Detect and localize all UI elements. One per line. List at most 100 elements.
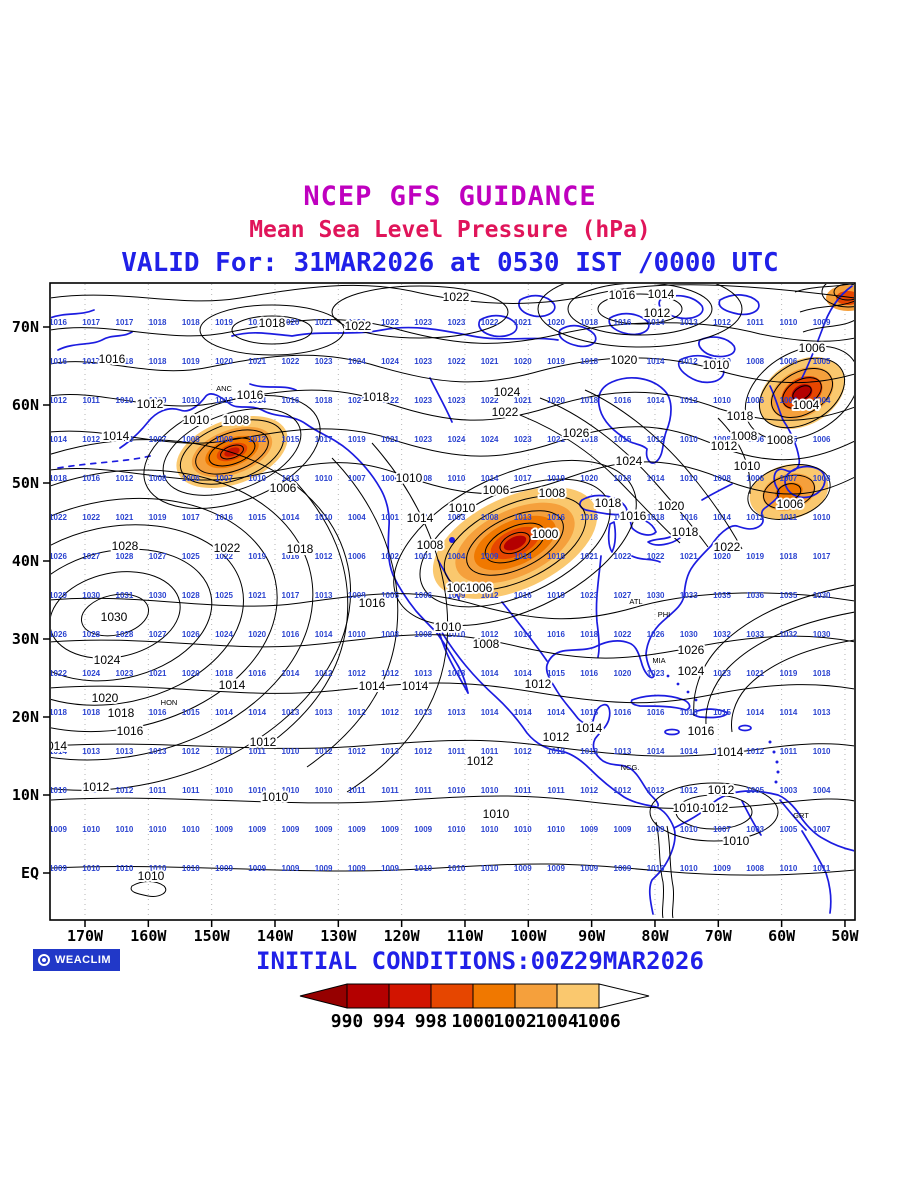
svg-text:1010: 1010	[396, 471, 423, 485]
svg-text:1012: 1012	[315, 669, 333, 678]
svg-text:1025: 1025	[182, 552, 200, 561]
svg-text:1022: 1022	[215, 552, 233, 561]
svg-text:1010: 1010	[680, 474, 698, 483]
svg-text:1016: 1016	[237, 388, 264, 402]
svg-text:1014: 1014	[514, 669, 532, 678]
svg-text:1010: 1010	[183, 413, 210, 427]
svg-text:1012: 1012	[580, 747, 598, 756]
svg-text:1014: 1014	[780, 708, 798, 717]
svg-text:1008: 1008	[149, 474, 167, 483]
svg-text:1016: 1016	[49, 357, 67, 366]
svg-text:1010: 1010	[182, 825, 200, 834]
svg-text:1011: 1011	[813, 864, 831, 873]
svg-text:1011: 1011	[348, 786, 366, 795]
svg-text:1027: 1027	[614, 591, 632, 600]
svg-text:1022: 1022	[492, 405, 519, 419]
svg-text:1004: 1004	[348, 513, 366, 522]
svg-text:1019: 1019	[149, 513, 167, 522]
svg-text:1014: 1014	[514, 630, 532, 639]
svg-text:1022: 1022	[282, 357, 300, 366]
svg-text:1018: 1018	[49, 474, 67, 483]
svg-text:170W: 170W	[67, 927, 104, 945]
svg-text:1011: 1011	[215, 747, 233, 756]
svg-text:1009: 1009	[282, 825, 300, 834]
svg-text:1021: 1021	[481, 357, 499, 366]
svg-text:1007: 1007	[780, 474, 798, 483]
svg-text:1022: 1022	[647, 552, 665, 561]
svg-text:1020: 1020	[282, 318, 300, 327]
svg-text:1036: 1036	[746, 591, 764, 600]
svg-text:1010: 1010	[481, 864, 499, 873]
svg-text:MIA: MIA	[652, 656, 665, 665]
isobar-contours	[51, 284, 854, 919]
map-frame	[49, 282, 856, 921]
svg-text:1010: 1010	[82, 825, 100, 834]
svg-text:1009: 1009	[614, 864, 632, 873]
svg-text:1013: 1013	[414, 708, 432, 717]
svg-text:1023: 1023	[116, 669, 134, 678]
svg-text:1017: 1017	[813, 552, 831, 561]
svg-text:1016: 1016	[688, 724, 715, 738]
svg-text:1012: 1012	[116, 474, 134, 483]
svg-text:1010: 1010	[435, 620, 462, 634]
svg-text:1012: 1012	[481, 630, 499, 639]
svg-text:1024: 1024	[82, 669, 100, 678]
svg-text:1014: 1014	[215, 708, 233, 717]
svg-text:1020: 1020	[611, 353, 638, 367]
svg-text:1013: 1013	[282, 474, 300, 483]
svg-text:1006: 1006	[466, 581, 493, 595]
svg-text:1016: 1016	[514, 591, 532, 600]
svg-text:1011: 1011	[182, 786, 200, 795]
svg-text:1010: 1010	[116, 396, 134, 405]
svg-text:1004: 1004	[780, 396, 798, 405]
svg-text:1012: 1012	[481, 591, 499, 600]
svg-text:1010: 1010	[448, 630, 466, 639]
svg-text:1009: 1009	[481, 552, 499, 561]
svg-text:1010: 1010	[713, 396, 731, 405]
svg-text:1008: 1008	[223, 413, 250, 427]
svg-text:1014: 1014	[680, 747, 698, 756]
svg-text:1012: 1012	[116, 786, 134, 795]
svg-text:1002: 1002	[493, 1011, 536, 1032]
svg-text:1035: 1035	[780, 591, 798, 600]
svg-text:70W: 70W	[705, 927, 733, 945]
svg-text:1016: 1016	[614, 396, 632, 405]
gridpoint-values: 1016 1017 1017 1018 1018 1019 1019 1020 1021 1022…	[49, 318, 831, 873]
svg-text:1001: 1001	[414, 552, 432, 561]
svg-text:1009: 1009	[215, 825, 233, 834]
svg-text:1027: 1027	[149, 552, 167, 561]
svg-text:1023: 1023	[713, 669, 731, 678]
svg-text:1011: 1011	[547, 786, 565, 795]
svg-text:1010: 1010	[713, 357, 731, 366]
svg-text:014: 014	[47, 739, 67, 753]
svg-text:100W: 100W	[510, 927, 547, 945]
initial-conditions-text: INITIAL CONDITIONS:00Z29MAR2026	[256, 947, 704, 975]
svg-text:1019: 1019	[780, 669, 798, 678]
svg-text:1012: 1012	[647, 786, 665, 795]
svg-text:1018: 1018	[580, 630, 598, 639]
svg-text:1022: 1022	[481, 396, 499, 405]
svg-text:1008: 1008	[713, 435, 731, 444]
svg-text:1018: 1018	[149, 357, 167, 366]
svg-text:1016: 1016	[82, 474, 100, 483]
svg-text:1006: 1006	[813, 435, 831, 444]
svg-text:1012: 1012	[381, 708, 399, 717]
svg-text:1018: 1018	[727, 409, 754, 423]
svg-text:1006: 1006	[577, 1011, 620, 1032]
svg-text:1007: 1007	[149, 435, 167, 444]
svg-text:1010: 1010	[414, 864, 432, 873]
svg-text:1014: 1014	[481, 669, 499, 678]
svg-text:1008: 1008	[767, 433, 794, 447]
svg-text:1030: 1030	[149, 591, 167, 600]
svg-text:1015: 1015	[580, 708, 598, 717]
svg-text:1022: 1022	[49, 513, 67, 522]
svg-text:1010: 1010	[483, 807, 510, 821]
svg-text:1014: 1014	[248, 396, 266, 405]
svg-text:1010: 1010	[248, 786, 266, 795]
svg-text:1016: 1016	[49, 318, 67, 327]
svg-text:1024: 1024	[381, 357, 399, 366]
svg-text:1019: 1019	[547, 357, 565, 366]
svg-text:1007: 1007	[215, 474, 233, 483]
